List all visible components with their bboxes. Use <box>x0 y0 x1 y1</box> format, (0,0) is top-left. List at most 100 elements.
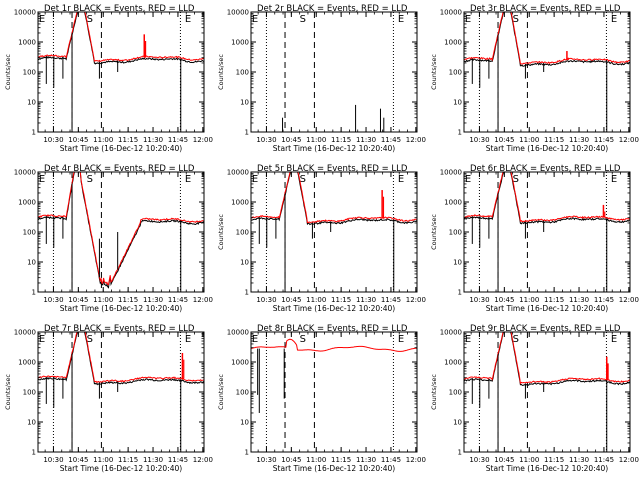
y-tick-label: 1 <box>32 129 36 137</box>
marker-label: E <box>185 334 191 345</box>
x-tick-label: 11:30 <box>356 136 376 144</box>
x-tick-label: 10:45 <box>281 296 301 304</box>
y-tick-label: 10 <box>27 259 36 267</box>
marker-label: S <box>87 334 93 345</box>
y-tick-label: 100 <box>236 389 249 397</box>
x-tick-label: 11:45 <box>168 136 188 144</box>
marker-label: E <box>252 174 258 185</box>
x-axis-label: Start Time (16-Dec-12 10:20:40) <box>486 304 608 313</box>
x-tick-label: 11:45 <box>381 136 401 144</box>
x-tick-label: 11:15 <box>544 136 564 144</box>
y-tick-label: 10 <box>240 259 249 267</box>
y-tick-label: 10000 <box>14 9 36 17</box>
x-tick-label: 11:45 <box>594 296 614 304</box>
y-tick-label: 1000 <box>18 199 36 207</box>
y-axis-label: Counts/sec <box>4 374 12 410</box>
y-tick-label: 10 <box>240 99 249 107</box>
x-axis-label: Start Time (16-Dec-12 10:20:40) <box>60 464 182 473</box>
marker-label: E <box>465 174 471 185</box>
y-tick-label: 10 <box>27 419 36 427</box>
panel-title: Det 9r BLACK = Events, RED = LLD <box>470 324 621 334</box>
y-tick-label: 10000 <box>440 329 462 337</box>
x-tick-label: 11:30 <box>569 296 589 304</box>
marker-label: E <box>39 334 45 345</box>
x-tick-label: 12:00 <box>406 136 426 144</box>
y-tick-label: 10000 <box>227 329 249 337</box>
x-tick-label: 11:00 <box>519 456 539 464</box>
x-tick-label: 10:30 <box>256 136 276 144</box>
y-axis-label: Counts/sec <box>430 214 438 250</box>
y-axis-label: Counts/sec <box>430 374 438 410</box>
marker-label: S <box>513 174 519 185</box>
y-tick-label: 100 <box>236 69 249 77</box>
lld-series-line <box>37 171 205 286</box>
y-tick-label: 100 <box>23 389 36 397</box>
y-tick-label: 1 <box>245 449 249 457</box>
marker-label: S <box>87 14 93 25</box>
marker-label: E <box>611 334 617 345</box>
marker-label: S <box>87 174 93 185</box>
marker-label: S <box>513 334 519 345</box>
x-tick-label: 10:30 <box>256 456 276 464</box>
x-tick-label: 12:00 <box>406 296 426 304</box>
lld-series-line <box>250 171 418 224</box>
x-tick-label: 12:00 <box>193 296 213 304</box>
x-tick-label: 10:45 <box>68 296 88 304</box>
x-tick-label: 11:45 <box>168 296 188 304</box>
marker-label: E <box>252 334 258 345</box>
y-tick-label: 1 <box>245 289 249 297</box>
x-axis-label: Start Time (16-Dec-12 10:20:40) <box>60 304 182 313</box>
panel-title: Det 5r BLACK = Events, RED = LLD <box>257 164 408 174</box>
y-axis-label: Counts/sec <box>430 54 438 90</box>
y-tick-label: 1000 <box>231 199 249 207</box>
marker-label: E <box>398 334 404 345</box>
panel-title: Det 4r BLACK = Events, RED = LLD <box>44 164 195 174</box>
panel-title: Det 3r BLACK = Events, RED = LLD <box>470 4 621 14</box>
marker-label: E <box>611 14 617 25</box>
events-series-line <box>37 171 205 289</box>
events-series-line <box>463 171 631 225</box>
marker-label: E <box>185 14 191 25</box>
x-tick-label: 12:00 <box>193 456 213 464</box>
panel-title: Det 7r BLACK = Events, RED = LLD <box>44 324 195 334</box>
y-tick-label: 100 <box>449 69 462 77</box>
marker-label: E <box>465 334 471 345</box>
x-axis-label: Start Time (16-Dec-12 10:20:40) <box>273 144 395 153</box>
x-tick-label: 11:00 <box>306 136 326 144</box>
marker-label: S <box>300 174 306 185</box>
x-tick-label: 11:00 <box>519 296 539 304</box>
x-tick-label: 10:45 <box>494 456 514 464</box>
x-tick-label: 11:45 <box>381 296 401 304</box>
marker-label: E <box>39 14 45 25</box>
y-tick-label: 10000 <box>227 9 249 17</box>
y-tick-label: 10 <box>240 419 249 427</box>
marker-label: E <box>611 174 617 185</box>
y-tick-label: 10 <box>453 99 462 107</box>
x-tick-label: 11:30 <box>569 136 589 144</box>
y-tick-label: 1 <box>245 129 249 137</box>
x-axis-label: Start Time (16-Dec-12 10:20:40) <box>486 464 608 473</box>
x-tick-label: 12:00 <box>193 136 213 144</box>
x-tick-label: 11:15 <box>118 296 138 304</box>
x-axis-label: Start Time (16-Dec-12 10:20:40) <box>60 144 182 153</box>
y-tick-label: 100 <box>449 389 462 397</box>
x-tick-label: 10:30 <box>43 296 63 304</box>
x-tick-label: 10:45 <box>494 136 514 144</box>
x-tick-label: 11:30 <box>569 456 589 464</box>
y-tick-label: 10000 <box>227 169 249 177</box>
x-tick-label: 11:45 <box>594 136 614 144</box>
x-tick-label: 10:30 <box>469 296 489 304</box>
y-axis-label: Counts/sec <box>217 54 225 90</box>
panel-title: Det 6r BLACK = Events, RED = LLD <box>470 164 621 174</box>
x-tick-label: 11:30 <box>143 296 163 304</box>
x-tick-label: 11:15 <box>118 456 138 464</box>
x-tick-label: 11:15 <box>544 456 564 464</box>
